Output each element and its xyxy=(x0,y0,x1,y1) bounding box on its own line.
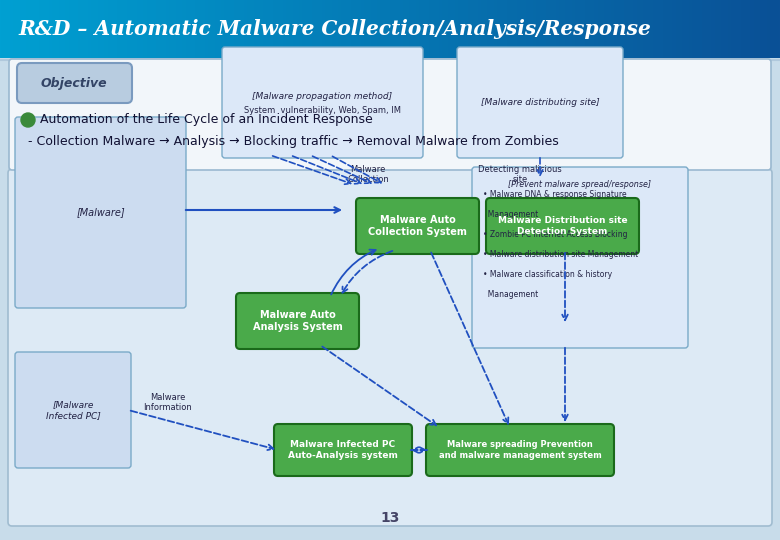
FancyBboxPatch shape xyxy=(236,293,359,349)
Circle shape xyxy=(21,113,35,127)
Text: Management: Management xyxy=(483,290,538,299)
FancyBboxPatch shape xyxy=(472,167,688,348)
FancyBboxPatch shape xyxy=(15,117,186,308)
FancyBboxPatch shape xyxy=(8,169,772,526)
FancyBboxPatch shape xyxy=(17,63,132,103)
Text: [Malware
Infected PC]: [Malware Infected PC] xyxy=(45,400,101,420)
Text: • Malware distribution site Management: • Malware distribution site Management xyxy=(483,250,638,259)
Text: [Prevent malware spread/response]: [Prevent malware spread/response] xyxy=(509,180,651,189)
Text: Malware Infected PC
Auto-Analysis system: Malware Infected PC Auto-Analysis system xyxy=(288,440,398,460)
FancyBboxPatch shape xyxy=(486,198,639,254)
Text: • Malware DNA & response Signature: • Malware DNA & response Signature xyxy=(483,190,626,199)
Text: Malware spreading Prevention
and malware management system: Malware spreading Prevention and malware… xyxy=(438,440,601,460)
Text: - Collection Malware → Analysis → Blocking traffic → Removal Malware from Zombie: - Collection Malware → Analysis → Blocki… xyxy=(28,136,558,148)
Text: • Malware classification & history: • Malware classification & history xyxy=(483,270,612,279)
Text: Malware Auto
Collection System: Malware Auto Collection System xyxy=(368,215,467,237)
Text: Automation of the Life Cycle of an Incident Response: Automation of the Life Cycle of an Incid… xyxy=(40,113,373,126)
Text: Malware Auto
Analysis System: Malware Auto Analysis System xyxy=(253,310,342,332)
FancyBboxPatch shape xyxy=(222,47,423,158)
Text: [Malware]: [Malware] xyxy=(76,207,125,218)
FancyBboxPatch shape xyxy=(274,424,412,476)
Text: System  vulnerability, Web, Spam, IM: System vulnerability, Web, Spam, IM xyxy=(244,106,401,115)
Text: R&D – Automatic Malware Collection/Analysis/Response: R&D – Automatic Malware Collection/Analy… xyxy=(18,19,651,39)
FancyBboxPatch shape xyxy=(15,352,131,468)
FancyBboxPatch shape xyxy=(356,198,479,254)
Text: Malware Distribution site
Detection System: Malware Distribution site Detection Syst… xyxy=(498,217,627,235)
Text: [Malware distributing site]: [Malware distributing site] xyxy=(480,98,599,107)
Text: Management: Management xyxy=(483,210,538,219)
Text: 13: 13 xyxy=(381,511,399,525)
Text: • Zombie PC Internet Access Blocking: • Zombie PC Internet Access Blocking xyxy=(483,230,627,239)
Text: Malware
Information: Malware Information xyxy=(144,393,193,413)
FancyBboxPatch shape xyxy=(9,59,771,170)
FancyBboxPatch shape xyxy=(426,424,614,476)
Text: Objective: Objective xyxy=(41,77,108,90)
Text: [Malware propagation method]: [Malware propagation method] xyxy=(253,92,392,101)
Text: Malware
Collection: Malware Collection xyxy=(347,165,389,184)
FancyBboxPatch shape xyxy=(457,47,623,158)
Text: Detecting malicious
site: Detecting malicious site xyxy=(478,165,562,184)
